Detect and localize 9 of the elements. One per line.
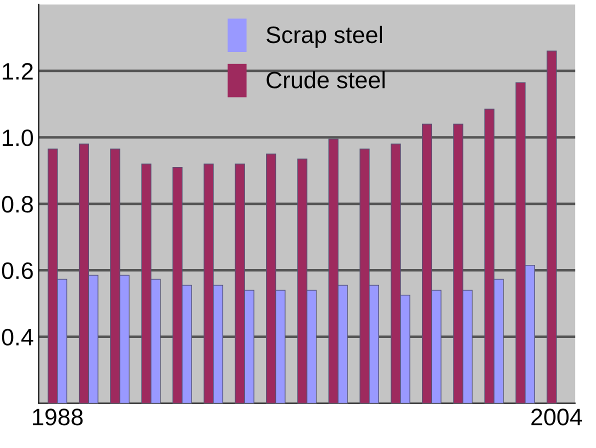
- x-tick-label: 1988: [32, 408, 83, 426]
- legend-label: Crude steel: [266, 71, 385, 88]
- y-tick-label: 0.8: [2, 196, 33, 213]
- y-tick-label: 1.0: [2, 129, 33, 146]
- x-tick-label: 2004: [531, 408, 582, 426]
- y-tick-label: 0.4: [2, 328, 34, 346]
- y-tick-label: 0.6: [2, 262, 33, 280]
- y-tick-label: 1.2: [2, 63, 33, 80]
- legend-label: Scrap steel: [266, 26, 382, 48]
